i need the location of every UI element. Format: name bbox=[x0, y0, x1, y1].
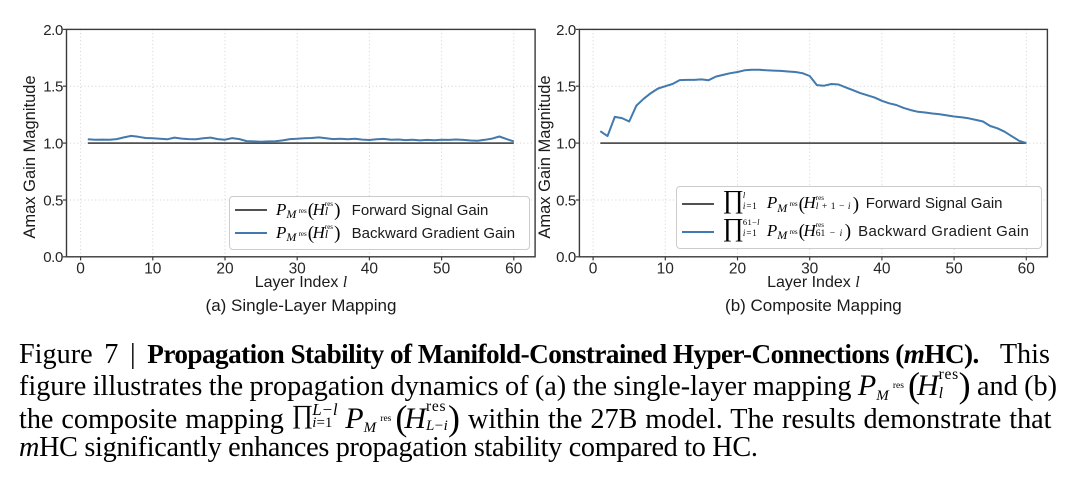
svg-text:60: 60 bbox=[505, 261, 523, 278]
svg-text:0.0: 0.0 bbox=[43, 249, 63, 266]
svg-text:40: 40 bbox=[873, 261, 891, 278]
svg-text:30: 30 bbox=[801, 261, 819, 278]
svg-text:0: 0 bbox=[589, 261, 598, 278]
svg-text:1.0: 1.0 bbox=[43, 136, 63, 153]
svg-text:0.5: 0.5 bbox=[556, 192, 576, 209]
svg-text:10: 10 bbox=[657, 261, 675, 278]
svg-text:40: 40 bbox=[361, 261, 379, 278]
svg-text:50: 50 bbox=[433, 261, 451, 278]
svg-text:0: 0 bbox=[76, 261, 85, 278]
svg-text:1.5: 1.5 bbox=[556, 79, 576, 96]
svg-text:60: 60 bbox=[1018, 261, 1036, 278]
svg-text:10: 10 bbox=[144, 261, 162, 278]
svg-text:1.5: 1.5 bbox=[43, 79, 63, 96]
svg-text:0.0: 0.0 bbox=[556, 249, 576, 266]
svg-text:30: 30 bbox=[289, 261, 307, 278]
svg-text:20: 20 bbox=[216, 261, 234, 278]
svg-text:2.0: 2.0 bbox=[556, 22, 576, 39]
svg-text:2.0: 2.0 bbox=[43, 22, 63, 39]
svg-text:20: 20 bbox=[729, 261, 747, 278]
svg-text:1.0: 1.0 bbox=[556, 136, 576, 153]
svg-text:50: 50 bbox=[945, 261, 963, 278]
svg-text:0.5: 0.5 bbox=[43, 192, 63, 209]
